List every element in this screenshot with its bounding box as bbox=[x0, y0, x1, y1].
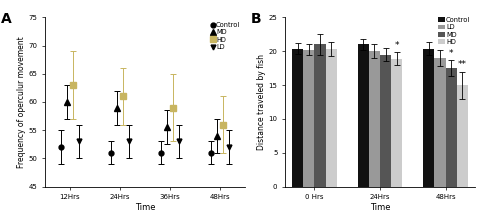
Bar bbox=[391, 59, 402, 187]
Bar bbox=[434, 58, 446, 187]
Legend: Control, MD, HD, LD: Control, MD, HD, LD bbox=[210, 21, 242, 51]
Bar bbox=[446, 68, 456, 187]
Text: A: A bbox=[1, 12, 12, 26]
Bar bbox=[456, 85, 468, 187]
Bar bbox=[326, 49, 337, 187]
Bar bbox=[304, 50, 314, 187]
Bar bbox=[314, 44, 326, 187]
Bar bbox=[358, 44, 369, 187]
Text: B: B bbox=[251, 12, 262, 26]
Bar bbox=[423, 49, 434, 187]
X-axis label: Time: Time bbox=[135, 203, 155, 212]
Text: *: * bbox=[449, 49, 454, 58]
X-axis label: Time: Time bbox=[370, 203, 390, 212]
Text: *: * bbox=[394, 41, 399, 50]
Text: **: ** bbox=[458, 61, 466, 69]
Bar bbox=[380, 55, 391, 187]
Legend: Control, LD, MD, HD: Control, LD, MD, HD bbox=[437, 16, 472, 46]
Y-axis label: Frequency of operculur movement: Frequency of operculur movement bbox=[16, 36, 26, 168]
Bar bbox=[292, 49, 304, 187]
Bar bbox=[369, 51, 380, 187]
Y-axis label: Distance traveled by fish: Distance traveled by fish bbox=[256, 54, 266, 150]
